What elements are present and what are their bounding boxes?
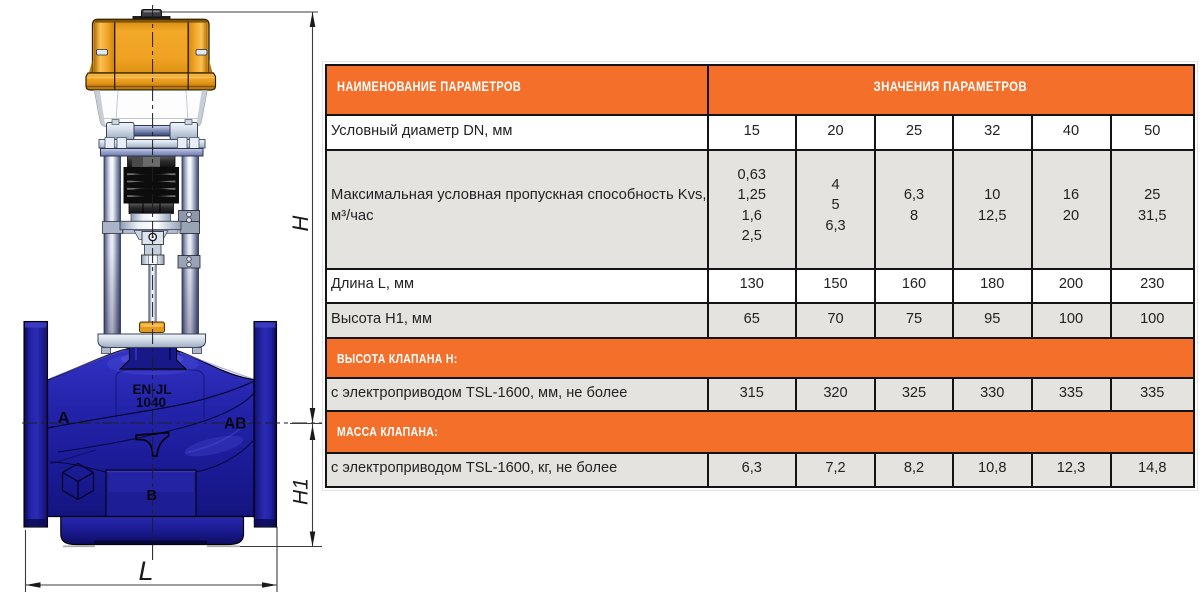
svg-text:H: H xyxy=(288,215,313,231)
svg-text:H1: H1 xyxy=(290,478,313,505)
svg-text:1040: 1040 xyxy=(136,395,166,410)
svg-text:EN-JL: EN-JL xyxy=(132,382,171,397)
svg-text:A: A xyxy=(58,409,70,428)
svg-text:B: B xyxy=(147,488,157,504)
svg-text:L: L xyxy=(138,556,153,586)
svg-text:AB: AB xyxy=(224,416,246,433)
